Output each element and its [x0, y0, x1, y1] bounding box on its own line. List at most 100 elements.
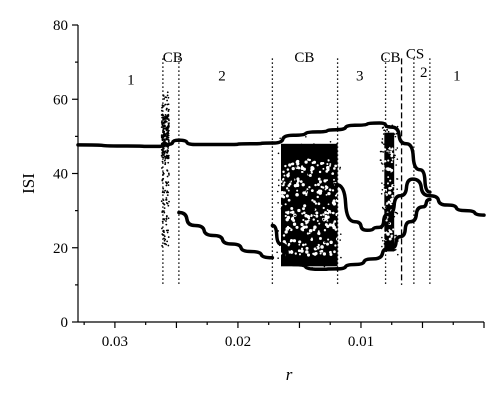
chaos-dot — [394, 248, 397, 251]
chaos-gap — [302, 218, 305, 221]
chaos-dot — [334, 163, 337, 165]
chaos-dot — [297, 187, 300, 190]
chaos-dot — [167, 172, 170, 175]
chaos-gap — [297, 249, 301, 253]
chaos-dot — [330, 205, 332, 208]
chaos-dot — [165, 197, 168, 199]
chaos-gap — [327, 159, 330, 162]
chaos-gap — [280, 194, 284, 198]
chaos-dot — [312, 195, 314, 198]
chaos-dot — [165, 181, 167, 183]
chaos-gap — [293, 184, 298, 188]
chaos-gap — [332, 211, 335, 215]
chaos-dot — [335, 160, 338, 162]
chaos-dot — [383, 143, 385, 145]
chaos-dot — [167, 147, 170, 149]
chaos-gap — [303, 211, 306, 215]
chaos-gap — [305, 222, 308, 225]
chaos-gap — [316, 164, 319, 167]
chaos-dot — [281, 183, 284, 185]
chaos-dot — [329, 140, 332, 143]
chaos-gap — [323, 179, 327, 183]
chaos-gap — [333, 250, 336, 254]
chaos-gap — [292, 239, 297, 243]
chaos-dot — [289, 180, 291, 182]
chaos-dot — [161, 220, 164, 223]
chaotic-band — [379, 124, 399, 256]
chaos-dot — [309, 214, 311, 216]
chaos-dot — [317, 160, 319, 163]
chaos-dot — [167, 217, 170, 220]
chaos-dot — [283, 223, 285, 226]
x-tick-label: 0.01 — [348, 334, 374, 350]
chaos-dot — [160, 200, 163, 203]
chaos-dot — [388, 222, 391, 225]
chaos-gap — [318, 180, 322, 184]
periodic-branch — [334, 197, 432, 271]
chaos-gap — [296, 162, 300, 166]
chaos-gap — [326, 209, 329, 211]
chaos-dot — [165, 184, 168, 187]
chaos-gap — [319, 214, 323, 217]
chaos-dot — [323, 205, 326, 207]
chaos-dot — [395, 164, 397, 166]
chaos-dot — [161, 160, 164, 163]
axes-layer: 0.03 0.02 0.01 0 20 40 60 80 r ISI — [19, 18, 485, 384]
chaos-gap — [290, 206, 294, 210]
chaos-dot — [277, 257, 279, 259]
region-boundaries-layer — [162, 58, 431, 285]
chaos-dot — [324, 241, 326, 244]
chaos-dot — [167, 181, 170, 184]
chaos-dot — [310, 194, 313, 196]
y-tick-label: 20 — [53, 241, 68, 257]
chaos-gap — [306, 253, 311, 257]
chaos-dot — [303, 174, 306, 177]
chaos-dot — [297, 202, 300, 204]
chaos-dot — [392, 142, 394, 144]
chaos-gap — [333, 178, 335, 181]
chaos-dot — [290, 222, 293, 225]
chaos-gap — [315, 214, 319, 218]
x-tick-label: 0.02 — [225, 334, 251, 350]
chaos-dot — [323, 265, 326, 268]
chaos-dot — [166, 182, 168, 185]
chaos-dot — [395, 211, 398, 214]
chaos-dot — [167, 132, 170, 135]
chaos-dot — [294, 214, 296, 217]
chaos-gap — [280, 180, 283, 183]
region-label: CB — [294, 50, 314, 66]
chaos-gap — [286, 215, 291, 220]
chaos-gap — [327, 238, 330, 241]
chaos-gap — [307, 219, 310, 222]
chaos-gap — [287, 184, 291, 187]
chaos-gap — [304, 220, 307, 223]
chaos-gap — [300, 222, 304, 227]
chaos-gap — [323, 229, 327, 232]
chaos-gap — [319, 237, 322, 240]
chaos-gap — [298, 243, 301, 246]
chaos-gap — [324, 188, 327, 191]
chaos-dot — [166, 94, 169, 97]
chaos-dot — [381, 182, 383, 184]
chaos-dot — [163, 218, 166, 221]
chaos-gap — [301, 229, 305, 232]
chaos-dot — [161, 244, 163, 247]
chaos-dot — [162, 187, 165, 190]
chaos-dot — [392, 151, 394, 154]
chaos-dot — [396, 188, 398, 191]
chaos-gap — [289, 250, 294, 254]
chaos-dot — [167, 236, 170, 238]
chaos-gap — [317, 177, 321, 181]
chaos-dot — [333, 174, 336, 177]
chaos-dot — [388, 151, 391, 153]
chaos-dot — [387, 151, 389, 153]
chaos-gap — [322, 252, 327, 256]
chaos-dot — [167, 96, 170, 99]
chaos-gap — [304, 243, 307, 246]
chaos-dot — [167, 191, 170, 194]
chaos-dot — [322, 218, 325, 221]
chaos-dot — [164, 103, 167, 106]
chaos-gap — [289, 240, 292, 243]
chaos-dot — [164, 161, 167, 164]
chaos-gap — [308, 232, 311, 235]
